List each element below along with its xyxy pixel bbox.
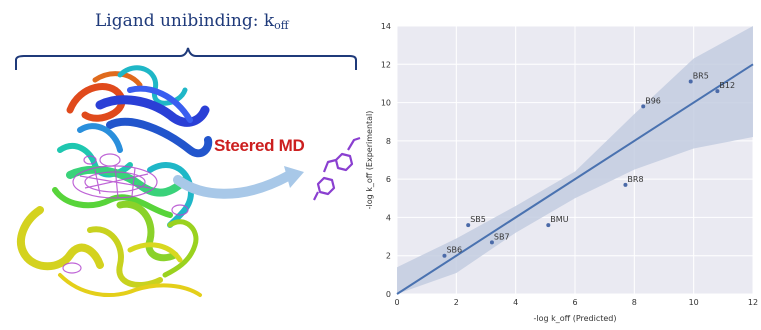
data-point-label: BR5 xyxy=(693,72,709,81)
y-tick-label: 12 xyxy=(381,60,391,69)
x-tick-label: 4 xyxy=(513,298,518,307)
x-tick-labels: 0 2 4 6 8 10 12 xyxy=(394,298,758,307)
regression-line xyxy=(396,63,754,295)
x-tick-label: 0 xyxy=(394,298,399,307)
data-point-label: SB6 xyxy=(446,246,462,255)
data-point-label: BR8 xyxy=(627,175,643,184)
scatter-chart-panel: SB6 SB5 SB7 BMU BR8 B96 BR5 B12 0 2 4 6 8 10 12 0 2 4 6 8… xyxy=(360,0,761,326)
confidence-band xyxy=(397,26,753,294)
data-point xyxy=(442,253,447,258)
data-point xyxy=(688,79,693,84)
y-tick-label: 0 xyxy=(386,290,391,299)
y-tick-label: 4 xyxy=(386,213,391,222)
x-tick-label: 8 xyxy=(632,298,637,307)
y-axis-label: -log k_off (Experimental) xyxy=(365,111,374,210)
y-tick-label: 14 xyxy=(381,22,391,31)
unbound-ligand xyxy=(313,136,361,201)
x-tick-label: 12 xyxy=(748,298,758,307)
x-tick-label: 10 xyxy=(689,298,699,307)
y-tick-label: 8 xyxy=(386,137,391,146)
panel-title: Ligand unibinding: koff xyxy=(95,11,289,32)
x-tick-label: 2 xyxy=(454,298,459,307)
scatter-chart: SB6 SB5 SB7 BMU BR8 B96 BR5 B12 0 2 4 6 8 10 12 0 2 4 6 8… xyxy=(365,22,758,323)
unbinding-arrow xyxy=(173,171,293,199)
data-point-label: SB7 xyxy=(494,232,510,241)
data-point xyxy=(641,104,646,109)
curly-brace xyxy=(15,47,357,70)
data-point xyxy=(466,223,471,228)
data-point-label: BMU xyxy=(550,215,568,224)
data-point xyxy=(546,223,551,228)
protein-illustration-panel: Ligand unibinding: koff xyxy=(0,0,370,326)
binding-pocket-mesh xyxy=(62,153,189,274)
x-tick-label: 6 xyxy=(572,298,577,307)
y-tick-label: 6 xyxy=(386,175,391,184)
data-point xyxy=(623,182,628,187)
x-axis-label: -log k_off (Predicted) xyxy=(533,314,616,323)
data-point xyxy=(489,240,494,245)
steered-md-label: Steered MD xyxy=(214,136,305,155)
protein-drawing xyxy=(15,47,361,297)
data-point-label: B96 xyxy=(645,96,661,105)
title-subscript: off xyxy=(274,19,289,32)
data-point xyxy=(715,89,720,94)
data-points: SB6 SB5 SB7 BMU BR8 B96 BR5 B12 xyxy=(442,72,735,258)
title-main: Ligand unibinding: k xyxy=(95,11,275,31)
data-point-label: B12 xyxy=(719,81,735,90)
y-tick-label: 10 xyxy=(381,99,391,108)
data-point-label: SB5 xyxy=(470,215,486,224)
y-tick-label: 2 xyxy=(386,252,391,261)
y-tick-labels: 0 2 4 6 8 10 12 14 xyxy=(381,22,391,299)
